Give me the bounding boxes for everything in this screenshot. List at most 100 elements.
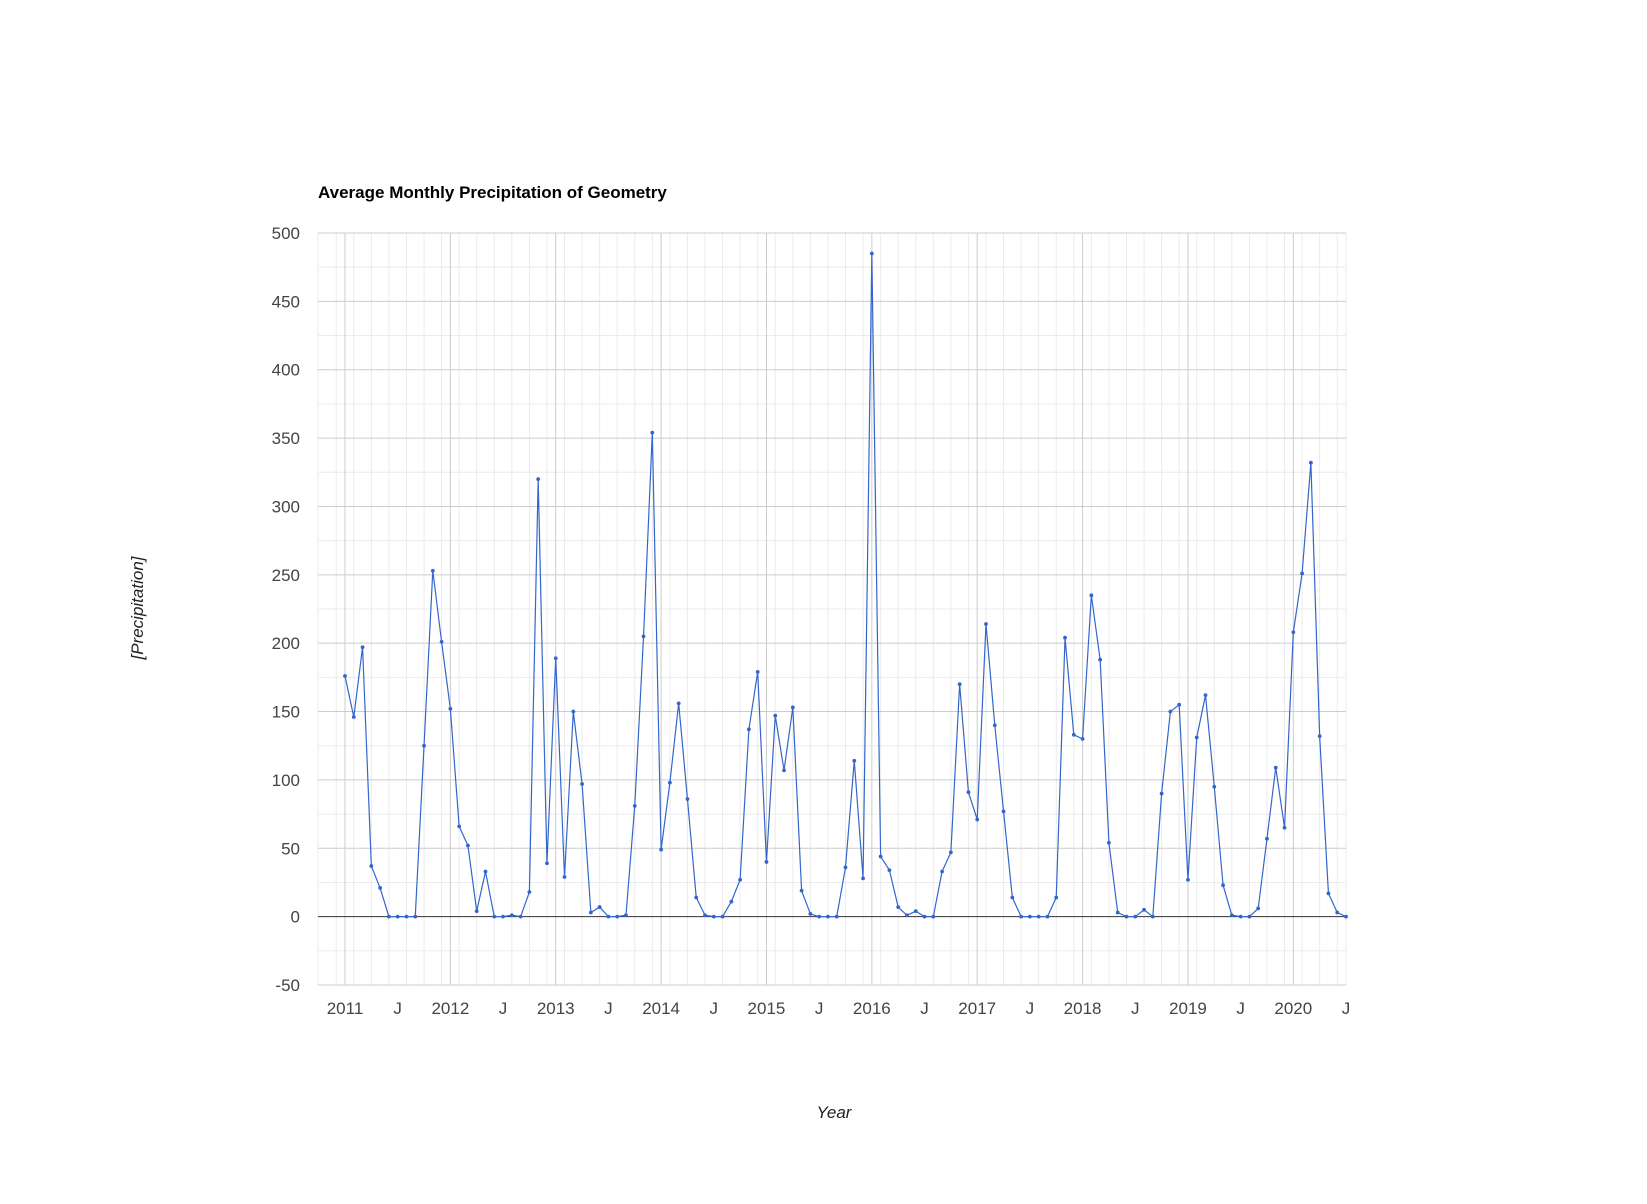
data-point xyxy=(1194,735,1199,740)
x-tick-label: 2011 xyxy=(327,999,364,1018)
data-point xyxy=(1001,809,1006,814)
data-point xyxy=(676,701,681,706)
data-point xyxy=(1054,895,1059,900)
x-tick-label: J xyxy=(393,999,402,1018)
data-point xyxy=(650,430,655,435)
data-point xyxy=(1071,732,1076,737)
y-tick-label: 100 xyxy=(272,771,300,790)
y-tick-label: 500 xyxy=(272,224,300,243)
data-point xyxy=(861,876,865,881)
data-point xyxy=(501,914,505,919)
data-point xyxy=(466,843,470,848)
data-point xyxy=(764,860,769,864)
data-point xyxy=(703,913,707,918)
data-point xyxy=(1107,840,1111,845)
data-point xyxy=(922,914,927,919)
data-point xyxy=(1229,913,1234,918)
data-point xyxy=(351,715,356,719)
data-point xyxy=(913,909,918,914)
data-point xyxy=(1115,910,1120,915)
data-point xyxy=(1308,460,1313,465)
data-point xyxy=(984,622,988,626)
y-tick-label: 400 xyxy=(272,361,300,380)
data-point xyxy=(615,914,620,919)
data-point xyxy=(448,706,453,711)
data-point xyxy=(597,905,602,909)
data-point xyxy=(343,674,347,678)
x-tick-label: 2018 xyxy=(1064,999,1102,1018)
major-gridlines xyxy=(318,232,1346,986)
y-tick-label: 300 xyxy=(272,497,300,516)
chart-title: Average Monthly Precipitation of Geometr… xyxy=(318,183,667,202)
data-point xyxy=(755,669,760,674)
data-point xyxy=(509,913,514,918)
data-point xyxy=(869,251,874,256)
data-point xyxy=(966,790,971,795)
data-point xyxy=(1045,914,1050,919)
y-tick-label: 50 xyxy=(281,839,300,858)
y-tick-label: 150 xyxy=(272,703,300,722)
data-point xyxy=(439,639,444,644)
data-point xyxy=(1063,635,1067,640)
data-point xyxy=(1203,693,1208,698)
series-precipitation xyxy=(343,251,1348,919)
y-tick-label: -50 xyxy=(275,976,300,995)
data-point xyxy=(624,913,628,918)
data-point xyxy=(808,912,813,916)
data-point xyxy=(606,914,611,919)
data-point xyxy=(1168,709,1173,714)
data-point xyxy=(518,914,523,919)
data-point xyxy=(457,824,462,829)
data-point xyxy=(1291,630,1296,635)
data-point xyxy=(1344,914,1348,919)
data-point xyxy=(1142,907,1146,912)
data-point xyxy=(659,847,664,852)
data-point xyxy=(413,914,418,919)
data-point xyxy=(694,895,699,900)
x-tick-label: 2016 xyxy=(853,999,891,1018)
x-tick-label: J xyxy=(815,999,824,1018)
x-tick-label: 2012 xyxy=(431,999,469,1018)
data-point xyxy=(711,914,716,919)
x-axis-ticks: 2011 J 2012 J 2013 J 2014 J 2015 J 2016 J 2017 J 2018 J… xyxy=(327,999,1351,1018)
data-point xyxy=(588,910,593,915)
x-tick-label: J xyxy=(1342,999,1351,1018)
data-point xyxy=(799,888,804,893)
data-point xyxy=(1326,891,1331,896)
data-point xyxy=(773,713,778,718)
data-point xyxy=(1282,825,1287,830)
data-point xyxy=(1335,910,1340,915)
data-point xyxy=(1247,914,1252,919)
data-point xyxy=(1186,877,1190,882)
data-point xyxy=(817,914,822,919)
x-tick-label: 2020 xyxy=(1274,999,1312,1018)
data-point xyxy=(1036,914,1041,919)
data-point xyxy=(975,817,980,822)
data-point xyxy=(790,705,795,710)
data-point xyxy=(887,868,892,873)
x-tick-label: 2019 xyxy=(1169,999,1207,1018)
data-point xyxy=(826,914,830,919)
data-point xyxy=(404,914,409,919)
data-point xyxy=(641,634,646,639)
data-point xyxy=(1133,914,1138,919)
data-point xyxy=(483,869,488,874)
data-point xyxy=(738,877,743,882)
x-tick-label: 2014 xyxy=(642,999,680,1018)
data-point xyxy=(360,645,365,650)
y-tick-label: 350 xyxy=(272,429,300,448)
data-point xyxy=(1317,734,1322,739)
data-point xyxy=(395,914,400,919)
x-tick-label: J xyxy=(499,999,508,1018)
data-point xyxy=(378,886,383,890)
data-point xyxy=(843,865,848,870)
x-tick-label: J xyxy=(710,999,719,1018)
data-point xyxy=(685,797,690,801)
data-point xyxy=(1256,906,1261,911)
data-point xyxy=(571,709,576,714)
data-point xyxy=(905,913,909,918)
data-point xyxy=(931,914,936,919)
data-point xyxy=(896,905,901,909)
data-point xyxy=(1019,914,1024,919)
